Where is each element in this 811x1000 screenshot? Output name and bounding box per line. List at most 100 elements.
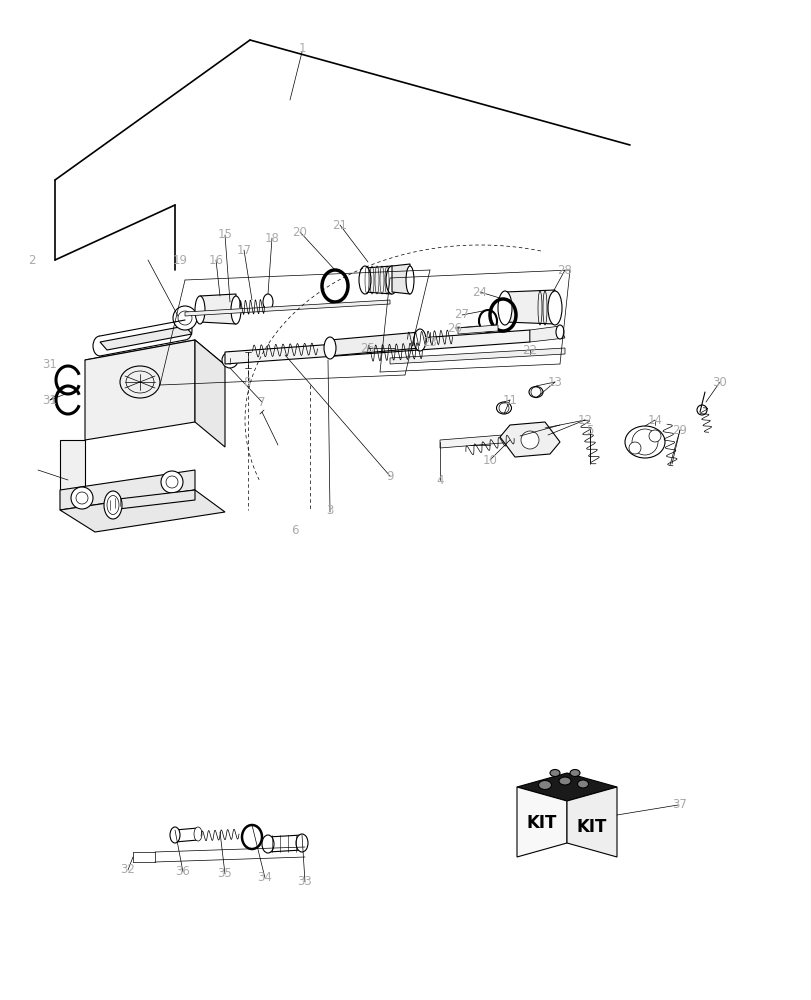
Polygon shape [329,332,419,356]
Text: 36: 36 [175,865,191,878]
Text: KIT: KIT [526,814,556,832]
Polygon shape [530,326,564,342]
Text: 24: 24 [472,286,487,298]
Polygon shape [60,470,195,510]
Circle shape [629,442,640,454]
Polygon shape [109,490,195,510]
Text: 28: 28 [557,263,572,276]
Text: 5: 5 [586,424,593,436]
Text: 2: 2 [28,253,36,266]
Ellipse shape [195,296,204,324]
Polygon shape [504,290,554,324]
Text: 35: 35 [217,867,232,880]
Text: 15: 15 [217,229,232,241]
Polygon shape [85,340,225,385]
Circle shape [521,431,539,449]
Text: 21: 21 [332,219,347,232]
Circle shape [221,352,238,368]
Text: 22: 22 [521,344,537,357]
Text: 10: 10 [482,454,497,466]
Ellipse shape [577,780,588,788]
Ellipse shape [538,780,551,790]
Polygon shape [85,340,195,440]
Ellipse shape [358,266,371,294]
Ellipse shape [497,291,512,325]
Polygon shape [195,340,225,447]
Ellipse shape [107,495,119,514]
Polygon shape [457,325,497,334]
Polygon shape [389,348,564,364]
Text: 34: 34 [257,871,272,884]
Text: 3: 3 [326,504,333,516]
Polygon shape [175,828,198,842]
Circle shape [165,476,178,488]
Polygon shape [60,440,85,510]
Circle shape [696,405,706,415]
Text: 17: 17 [236,243,251,256]
Circle shape [530,387,540,397]
Text: 26: 26 [447,322,462,334]
Ellipse shape [406,266,414,294]
Ellipse shape [624,426,664,458]
Ellipse shape [569,770,579,776]
Text: 29: 29 [672,424,687,436]
Circle shape [499,403,508,413]
Polygon shape [517,787,566,857]
Text: 37: 37 [672,798,687,811]
Polygon shape [500,422,560,457]
Ellipse shape [296,834,307,852]
Ellipse shape [549,770,560,776]
Text: 19: 19 [172,253,187,266]
Circle shape [648,430,660,442]
Text: 31: 31 [42,393,58,406]
Text: 33: 33 [298,876,312,888]
Ellipse shape [496,402,511,414]
Text: 18: 18 [264,232,279,244]
Polygon shape [440,432,539,448]
Ellipse shape [528,386,543,397]
Polygon shape [268,835,302,852]
Polygon shape [225,330,530,364]
Text: KIT: KIT [576,818,607,836]
Circle shape [178,311,191,325]
Polygon shape [60,490,225,532]
Text: 11: 11 [502,393,517,406]
Circle shape [71,487,93,509]
Text: 31: 31 [42,359,58,371]
Circle shape [173,306,197,330]
Text: 25: 25 [360,342,375,355]
Ellipse shape [262,835,273,853]
Text: 9: 9 [386,470,393,483]
Circle shape [225,356,234,364]
Polygon shape [517,773,616,801]
Text: 8: 8 [243,375,251,388]
Text: 30: 30 [712,375,727,388]
Circle shape [631,429,657,455]
Polygon shape [392,264,410,294]
Ellipse shape [104,491,122,519]
Polygon shape [200,294,236,324]
Text: 14: 14 [646,414,662,426]
Ellipse shape [385,266,397,294]
Ellipse shape [263,294,272,310]
Text: 7: 7 [258,395,265,408]
Circle shape [76,492,88,504]
Ellipse shape [169,827,180,843]
Ellipse shape [230,296,241,324]
Ellipse shape [194,827,202,841]
Polygon shape [365,266,392,294]
Text: 27: 27 [454,308,469,322]
Polygon shape [566,787,616,857]
Circle shape [161,471,182,493]
Text: 4: 4 [436,474,443,487]
Text: 1: 1 [298,42,306,55]
Text: 12: 12 [577,414,592,426]
Text: 20: 20 [292,226,307,239]
Text: 16: 16 [208,253,223,266]
Ellipse shape [547,291,561,325]
Ellipse shape [556,325,564,339]
Ellipse shape [414,329,426,351]
Text: 6: 6 [291,524,298,536]
Polygon shape [100,326,191,350]
Ellipse shape [324,337,336,359]
